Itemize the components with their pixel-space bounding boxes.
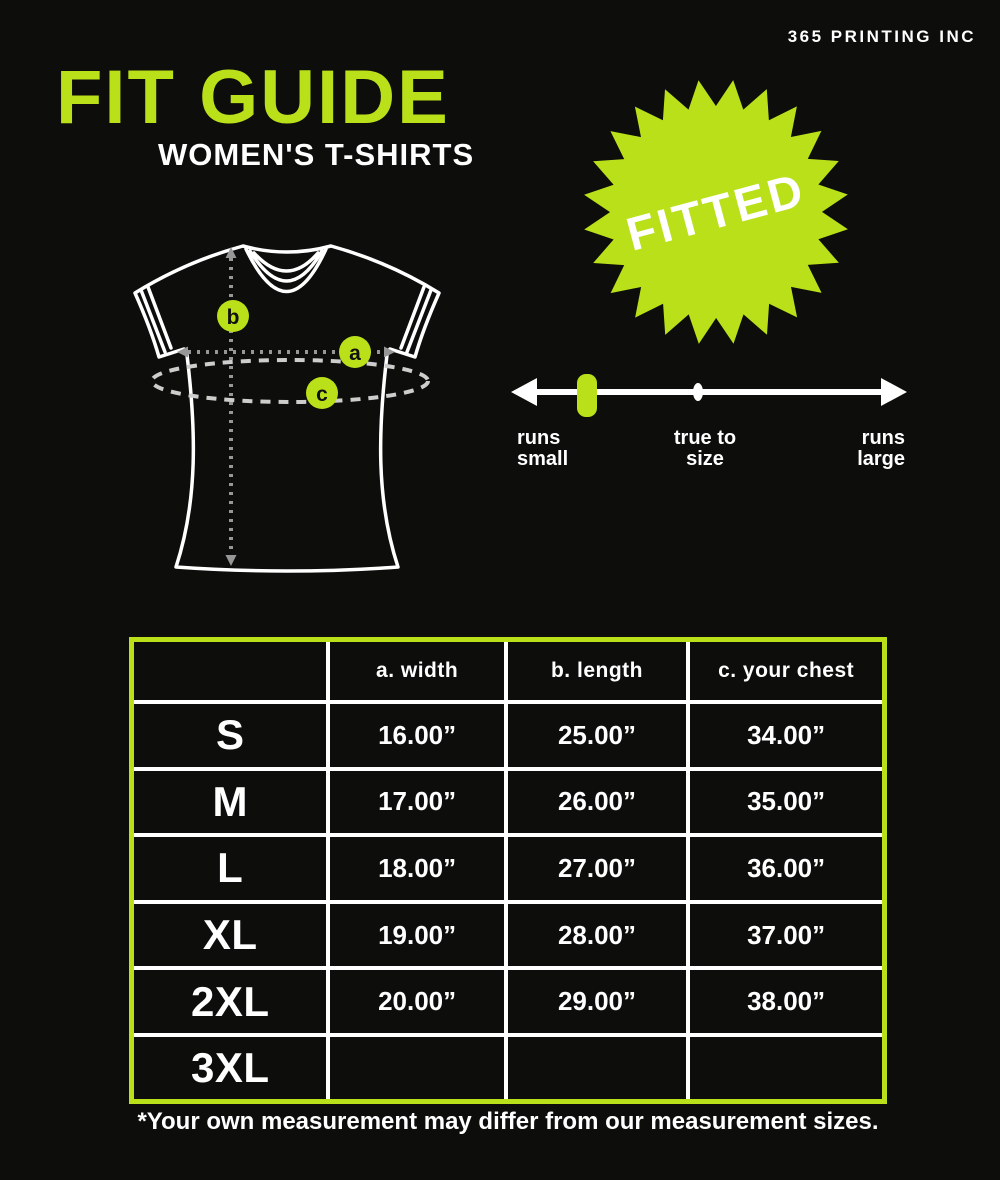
brand-name: 365 PRINTING INC: [787, 27, 976, 46]
width-cell: 16.00”: [326, 700, 508, 771]
column-header: a. width: [326, 642, 508, 704]
length-cell: 28.00”: [503, 899, 691, 971]
fitted-badge-star-icon: [584, 80, 848, 344]
true-to-size-tick: [693, 383, 703, 401]
size-cell: 3XL: [134, 1032, 331, 1099]
fit-scale-arrow-left-icon: [511, 378, 537, 406]
table-row: 2XL 20.00” 29.00” 38.00”: [134, 966, 882, 1037]
collar-line-outer: [244, 247, 328, 293]
size-cell: S: [134, 700, 331, 771]
marker-b-circle: [217, 300, 249, 332]
page-subtitle: WOMEN'S T-SHIRTS: [158, 137, 475, 172]
tshirt-diagram: b a c: [133, 244, 441, 573]
size-cell: M: [134, 766, 331, 838]
size-table-body: S 16.00” 25.00” 34.00” M 17.00” 26.00” 35.00” L 1…: [134, 700, 882, 1099]
chest-cell: 36.00”: [686, 833, 882, 904]
chest-measure-ellipse: [150, 358, 430, 404]
width-arrow-left-icon: [177, 346, 188, 358]
left-sleeve-stitch: [139, 285, 173, 354]
table-row: L 18.00” 27.00” 36.00”: [134, 833, 882, 904]
tshirt-outline: [133, 244, 441, 573]
right-sleeve-stitch: [399, 285, 433, 354]
size-table-head-row: a. width b. length c. your chest: [134, 642, 882, 704]
chest-cell: 34.00”: [686, 700, 882, 771]
size-table-frame: a. width b. length c. your chest S 16.00” 25…: [129, 637, 887, 1104]
collar-line-inner: [252, 251, 320, 273]
fit-scale-arrow-right-icon: [881, 378, 907, 406]
table-row: XL 19.00” 28.00” 37.00”: [134, 899, 882, 971]
table-row: 3XL: [134, 1032, 882, 1099]
fit-scale: [511, 374, 907, 417]
length-cell: 27.00”: [503, 833, 691, 904]
column-header: [134, 642, 331, 704]
fit-position-marker: [577, 374, 597, 417]
scale-label-true-to-size: true to size: [673, 427, 737, 470]
length-cell: [503, 1032, 691, 1099]
width-cell: 18.00”: [326, 833, 508, 904]
scale-label-runs-small: runs small: [517, 427, 569, 470]
marker-a-circle: [339, 336, 371, 368]
length-arrow-down-icon: [225, 555, 237, 566]
marker-c-label: c: [316, 383, 328, 406]
width-arrow-right-icon: [384, 346, 395, 358]
length-cell: 25.00”: [503, 700, 691, 771]
size-table: a. width b. length c. your chest S 16.00” 25…: [134, 642, 882, 1099]
collar-line-middle: [248, 249, 324, 283]
width-cell: 17.00”: [326, 766, 508, 838]
scale-label-runs-large: runs large: [857, 427, 905, 470]
length-cell: 29.00”: [503, 966, 691, 1037]
size-cell: L: [134, 833, 331, 904]
length-arrow-up-icon: [225, 247, 237, 258]
chest-cell: 37.00”: [686, 899, 882, 971]
width-cell: 19.00”: [326, 899, 508, 971]
width-cell: 20.00”: [326, 966, 508, 1037]
chest-cell: [686, 1032, 882, 1099]
marker-a-label: a: [349, 342, 361, 365]
size-cell: XL: [134, 899, 331, 971]
chest-cell: 35.00”: [686, 766, 882, 838]
table-row: S 16.00” 25.00” 34.00”: [134, 700, 882, 771]
marker-b-label: b: [227, 306, 240, 329]
table-row: M 17.00” 26.00” 35.00”: [134, 766, 882, 838]
width-cell: [326, 1032, 508, 1099]
marker-c-circle: [306, 377, 338, 409]
length-cell: 26.00”: [503, 766, 691, 838]
measurement-disclaimer: *Your own measurement may differ from ou…: [137, 1108, 879, 1135]
chest-cell: 38.00”: [686, 966, 882, 1037]
fitted-badge: FITTED: [584, 80, 848, 344]
column-header: b. length: [503, 642, 691, 704]
size-cell: 2XL: [134, 966, 331, 1037]
page-title: FIT GUIDE: [56, 55, 450, 140]
column-header: c. your chest: [686, 642, 882, 704]
